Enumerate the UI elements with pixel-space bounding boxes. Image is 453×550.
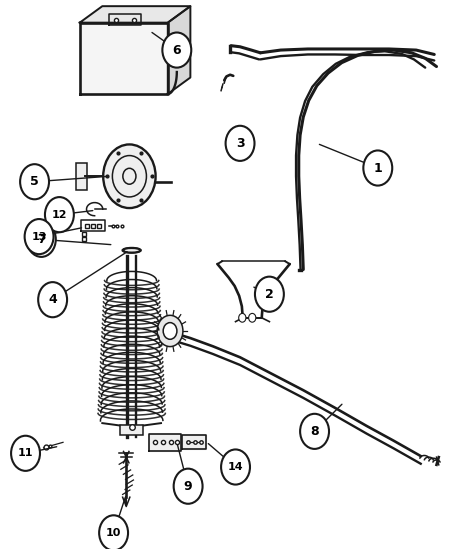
Ellipse shape <box>123 248 140 252</box>
Circle shape <box>226 126 255 161</box>
Text: 13: 13 <box>31 232 47 241</box>
Circle shape <box>239 314 246 322</box>
Text: 6: 6 <box>173 43 181 57</box>
Circle shape <box>249 314 256 322</box>
Text: 2: 2 <box>265 288 274 301</box>
Text: 14: 14 <box>228 462 243 472</box>
Bar <box>120 425 143 435</box>
Circle shape <box>157 315 183 346</box>
Circle shape <box>300 414 329 449</box>
Circle shape <box>99 515 128 550</box>
Circle shape <box>221 449 250 485</box>
Text: 7: 7 <box>37 233 46 246</box>
Polygon shape <box>80 23 168 94</box>
Text: 8: 8 <box>310 425 319 438</box>
Polygon shape <box>80 6 190 23</box>
Circle shape <box>163 323 177 339</box>
Circle shape <box>173 469 202 504</box>
Text: 3: 3 <box>236 137 244 150</box>
Text: 4: 4 <box>48 293 57 306</box>
Circle shape <box>103 145 155 208</box>
Circle shape <box>27 222 56 257</box>
Circle shape <box>162 32 191 68</box>
Circle shape <box>255 277 284 312</box>
Circle shape <box>45 197 74 232</box>
Circle shape <box>38 282 67 317</box>
Bar <box>76 163 87 190</box>
Text: 9: 9 <box>184 480 193 493</box>
Text: 5: 5 <box>30 175 39 188</box>
Circle shape <box>11 436 40 471</box>
Polygon shape <box>168 6 190 94</box>
Circle shape <box>363 151 392 185</box>
Polygon shape <box>149 434 181 450</box>
Polygon shape <box>182 435 206 449</box>
Circle shape <box>20 164 49 199</box>
Text: 10: 10 <box>106 528 121 538</box>
Text: 1: 1 <box>373 162 382 174</box>
Text: 11: 11 <box>18 448 33 458</box>
Circle shape <box>24 219 53 254</box>
Text: 12: 12 <box>52 210 67 219</box>
